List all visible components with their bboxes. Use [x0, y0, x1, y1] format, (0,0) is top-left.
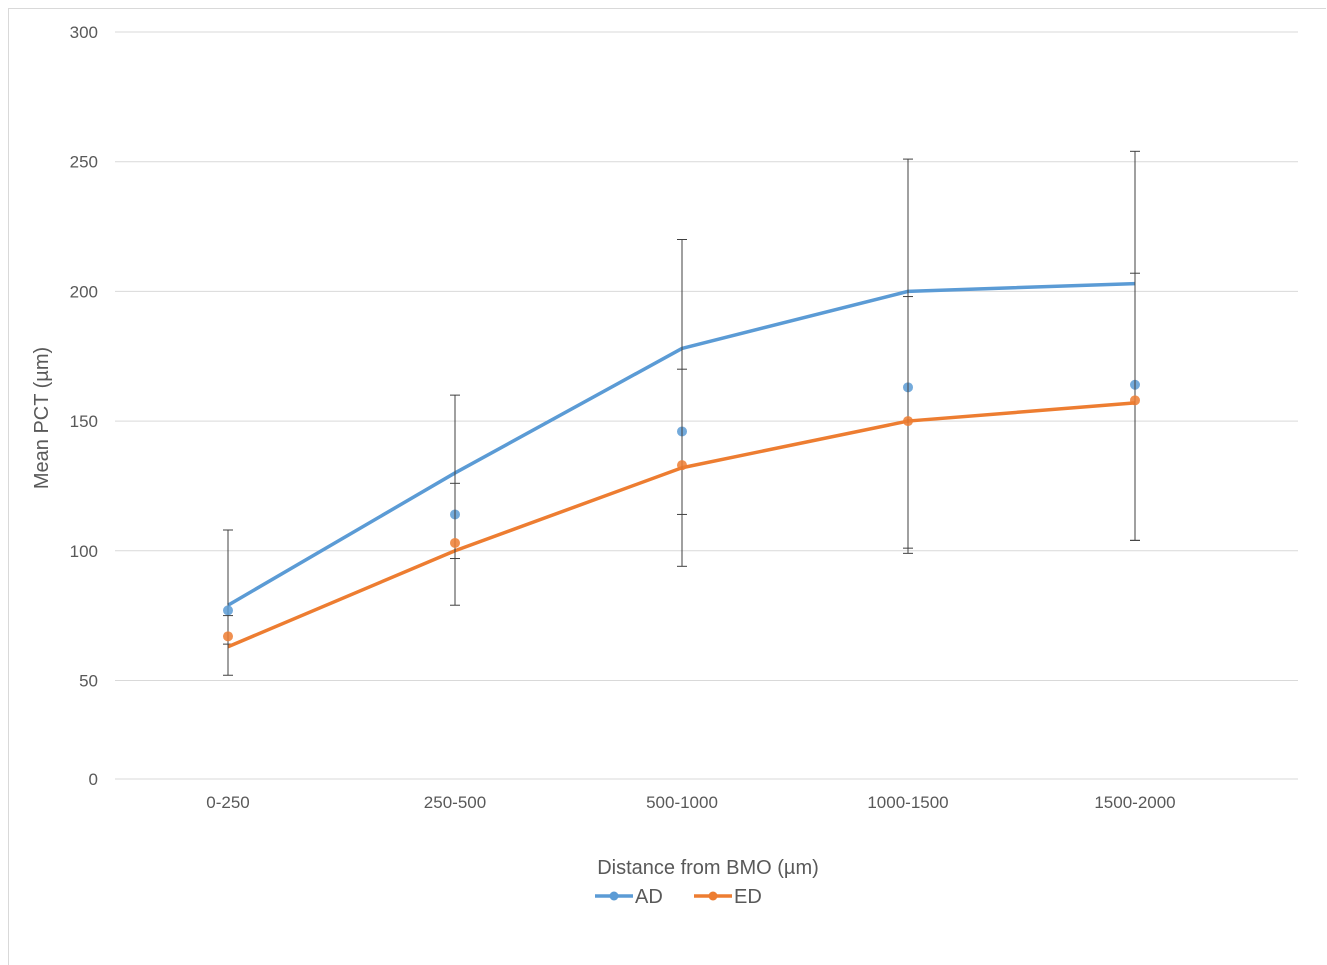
y-tick-label: 50 — [79, 671, 98, 690]
x-tick-label: 500-1000 — [646, 793, 718, 812]
series-layer — [223, 150, 1140, 676]
x-tick-label: 250-500 — [424, 793, 486, 812]
y-tick-label: 100 — [70, 542, 98, 561]
legend-label-ad: AD — [635, 886, 663, 908]
x-tick-label: 0-250 — [206, 793, 249, 812]
x-axis-ticks: 0-250 250-500 500-1000 1000-1500 1500-2000 — [206, 793, 1175, 812]
series-ed — [223, 272, 1140, 676]
y-axis-title: Mean PCT (µm) — [31, 347, 53, 489]
x-tick-label: 1500-2000 — [1094, 793, 1175, 812]
y-tick-label: 150 — [70, 412, 98, 431]
legend-marker-ed — [708, 891, 718, 901]
data-point-ad — [223, 605, 233, 616]
y-axis-ticks: 0 50 100 150 200 250 300 — [70, 23, 98, 789]
y-tick-label: 300 — [70, 23, 98, 42]
legend: AD ED — [595, 886, 762, 908]
y-tick-label: 250 — [70, 153, 98, 172]
x-tick-label: 1000-1500 — [867, 793, 948, 812]
legend-item-ad: AD — [595, 886, 663, 908]
y-tick-label: 0 — [89, 770, 98, 789]
legend-label-ed: ED — [734, 886, 762, 908]
y-tick-label: 200 — [70, 282, 98, 301]
chart-frame — [8, 8, 1326, 965]
data-point-ed — [677, 460, 687, 471]
legend-item-ed: ED — [694, 886, 762, 908]
data-point-ed — [1130, 395, 1140, 406]
data-point-ed — [450, 537, 460, 548]
gridlines — [115, 31, 1298, 780]
x-axis-title: Distance from BMO (µm) — [597, 857, 819, 879]
legend-marker-ad — [609, 891, 619, 901]
data-point-ed — [903, 416, 913, 427]
data-point-ed — [223, 631, 233, 642]
